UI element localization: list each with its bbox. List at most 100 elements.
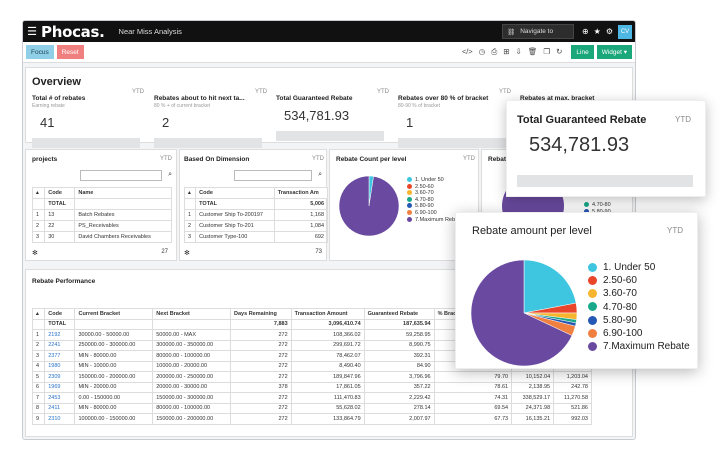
row-code[interactable]: 2241	[44, 339, 76, 351]
column-header[interactable]: Name	[74, 187, 172, 199]
legend-item[interactable]: 7.Maximum Rebate	[588, 340, 690, 353]
line-button[interactable]: Line	[571, 45, 594, 59]
row-code[interactable]: 1980	[44, 360, 76, 372]
sort-icon[interactable]: ▴	[183, 187, 197, 199]
ytd-label: YTD	[160, 156, 172, 162]
row-code-link[interactable]: 2453	[48, 394, 61, 401]
column-header[interactable]: Guaranteed Rebate	[363, 308, 435, 320]
row-code-link[interactable]: 2192	[48, 331, 61, 338]
table-row[interactable]: 8 2411 MIN - 80000.00 80000.00 - 100000.00 2…	[31, 402, 592, 414]
navigate-to-input[interactable]: ⛓ Navigate to	[501, 24, 574, 39]
table-row[interactable]: 3 Customer Type-100 692	[183, 231, 329, 243]
rebate-count-pie[interactable]	[338, 175, 400, 237]
guaranteed-rebate: 3,796.96	[363, 371, 435, 383]
legend-item[interactable]: 4.70-80	[584, 202, 611, 209]
legend-item[interactable]: 7.Maximum Rebate	[407, 217, 463, 224]
settings-icon[interactable]: ✻	[184, 250, 190, 257]
add-icon[interactable]: ⊕	[581, 27, 589, 36]
legend-item[interactable]: 6.90-100	[407, 210, 463, 217]
code-icon[interactable]: </>	[461, 47, 473, 56]
legend-item[interactable]: 5.80-90	[407, 203, 463, 210]
column-header[interactable]: Transaction Amount	[290, 308, 365, 320]
settings-icon[interactable]: ✻	[32, 250, 38, 257]
metric-over-80[interactable]: Rebates over 80 % of bracket 80-90 % of …	[398, 95, 510, 148]
avatar[interactable]: CV	[618, 24, 632, 39]
column-header[interactable]: Current Bracket	[74, 308, 154, 320]
days-remaining: 272	[230, 339, 292, 351]
table-row[interactable]: 2 22 PS_Receivables	[31, 220, 172, 232]
table-row[interactable]: 7 2453 0.00 - 150000.00 150000.00 - 300000.…	[31, 392, 592, 404]
table-row[interactable]: 9 2310 100000.00 - 150000.00 150000.00 - 20…	[31, 413, 592, 425]
row-code[interactable]: 2192	[44, 329, 76, 341]
row-code[interactable]: 2310	[44, 413, 76, 425]
rebate-amount-card[interactable]: Rebate amount per level YTD 1. Under 50 …	[455, 212, 698, 369]
column-header[interactable]: Code	[44, 308, 76, 320]
search-icon[interactable]: ⌕	[168, 171, 172, 178]
column-header[interactable]: Code	[195, 187, 275, 199]
projects-search-input[interactable]: ⌕	[80, 170, 172, 181]
reset-button[interactable]: Reset	[56, 45, 84, 59]
legend-item[interactable]: 2.50-60	[588, 274, 690, 287]
copy-icon[interactable]: ❐	[543, 47, 551, 56]
metric-about-to-hit[interactable]: Rebates about to hit next ta... 80 % + o…	[154, 95, 266, 148]
sort-icon[interactable]: ▴	[31, 187, 46, 199]
table-row[interactable]: 2 Customer Ship To-201 1,084	[183, 220, 329, 232]
row-code-link[interactable]: 2310	[48, 415, 61, 422]
row-code[interactable]: 2377	[44, 350, 76, 362]
legend-item[interactable]: 5.80-90	[584, 209, 611, 216]
table-row[interactable]: 1 Customer Ship To-200197 1,168	[183, 209, 329, 221]
pie-slice-7[interactable]	[338, 175, 400, 237]
table-row[interactable]: 6 1969 MIN - 20000.00 20000.00 - 30000.00 37…	[31, 381, 592, 393]
legend-item[interactable]: 2.50-60	[407, 184, 463, 191]
row-code-link[interactable]: 2377	[48, 352, 61, 359]
legend-item[interactable]: 1. Under 50	[407, 177, 463, 184]
hierarchy-icon[interactable]: ⊞	[503, 47, 510, 56]
legend-item[interactable]: 4.70-80	[407, 197, 463, 204]
row-code-link[interactable]: 2411	[48, 405, 61, 412]
row-code-link[interactable]: 2309	[48, 373, 61, 380]
metric-max-bracket[interactable]: Rebates at max. bracket	[520, 95, 632, 102]
clock-icon[interactable]: ◷	[478, 47, 486, 56]
metric-total-rebates[interactable]: Total # of rebates Earning rebate 41	[32, 95, 144, 148]
star-icon[interactable]: ★	[593, 27, 601, 36]
focus-button[interactable]: Focus	[26, 45, 54, 59]
row-code[interactable]: 2411	[44, 402, 76, 414]
legend-item[interactable]: 1. Under 50	[588, 261, 690, 274]
search-icon[interactable]: ⌕	[318, 171, 322, 178]
table-row[interactable]: 3 30 David Chambers Receivables	[31, 231, 172, 243]
column-header[interactable]: Next Bracket	[152, 308, 232, 320]
table-row[interactable]: 1 13 Batch Rebates	[31, 209, 172, 221]
sort-icon[interactable]: ▴	[31, 308, 46, 320]
row-code[interactable]: 1969	[44, 381, 76, 393]
column-header[interactable]: Days Remaining	[230, 308, 292, 320]
current-bracket: 250000.00 - 300000.00	[74, 339, 154, 351]
rebate-amount-pie[interactable]	[470, 259, 578, 367]
legend-item[interactable]: 5.80-90	[588, 314, 690, 327]
legend-item[interactable]: 3.60-70	[588, 287, 690, 300]
print-icon[interactable]: ⎙	[491, 47, 498, 56]
column-header[interactable]: Code	[44, 187, 76, 199]
metric-total-guaranteed[interactable]: Total Guaranteed Rebate 534,781.93	[276, 95, 388, 141]
row-code[interactable]: 2309	[44, 371, 76, 383]
row-code-link[interactable]: 1980	[48, 363, 61, 370]
gear-icon[interactable]: ⚙	[605, 27, 613, 36]
column-header[interactable]: Transaction Am	[273, 187, 329, 199]
row-code[interactable]: 2453	[44, 392, 76, 404]
metric-bar	[32, 138, 140, 148]
dimension-search-input[interactable]: ⌕	[234, 170, 322, 181]
widget-button[interactable]: Widget ▾	[596, 45, 632, 59]
table-row[interactable]: 5 2309 150000.00 - 200000.00 200000.00 - 25…	[31, 371, 592, 383]
row-code-link[interactable]: 2241	[48, 342, 61, 349]
pie-slice-7[interactable]	[470, 259, 573, 367]
total-guaranteed-rebate-card[interactable]: Total Guaranteed Rebate YTD 534,781.93	[506, 100, 706, 197]
pie-slice-1[interactable]	[523, 259, 577, 314]
download-icon[interactable]: ⇩	[515, 47, 522, 56]
legend-item[interactable]: 4.70-80	[588, 301, 690, 314]
hamburger-menu-icon[interactable]: ☰	[27, 26, 37, 38]
legend-item[interactable]: 6.90-100	[588, 327, 690, 340]
row-code-link[interactable]: 1969	[48, 384, 61, 391]
delete-icon[interactable]: 🗑	[527, 47, 538, 56]
legend-item[interactable]: 3.60-70	[407, 190, 463, 197]
projects-title: projects	[32, 156, 58, 163]
refresh-icon[interactable]: ↻	[556, 47, 563, 56]
